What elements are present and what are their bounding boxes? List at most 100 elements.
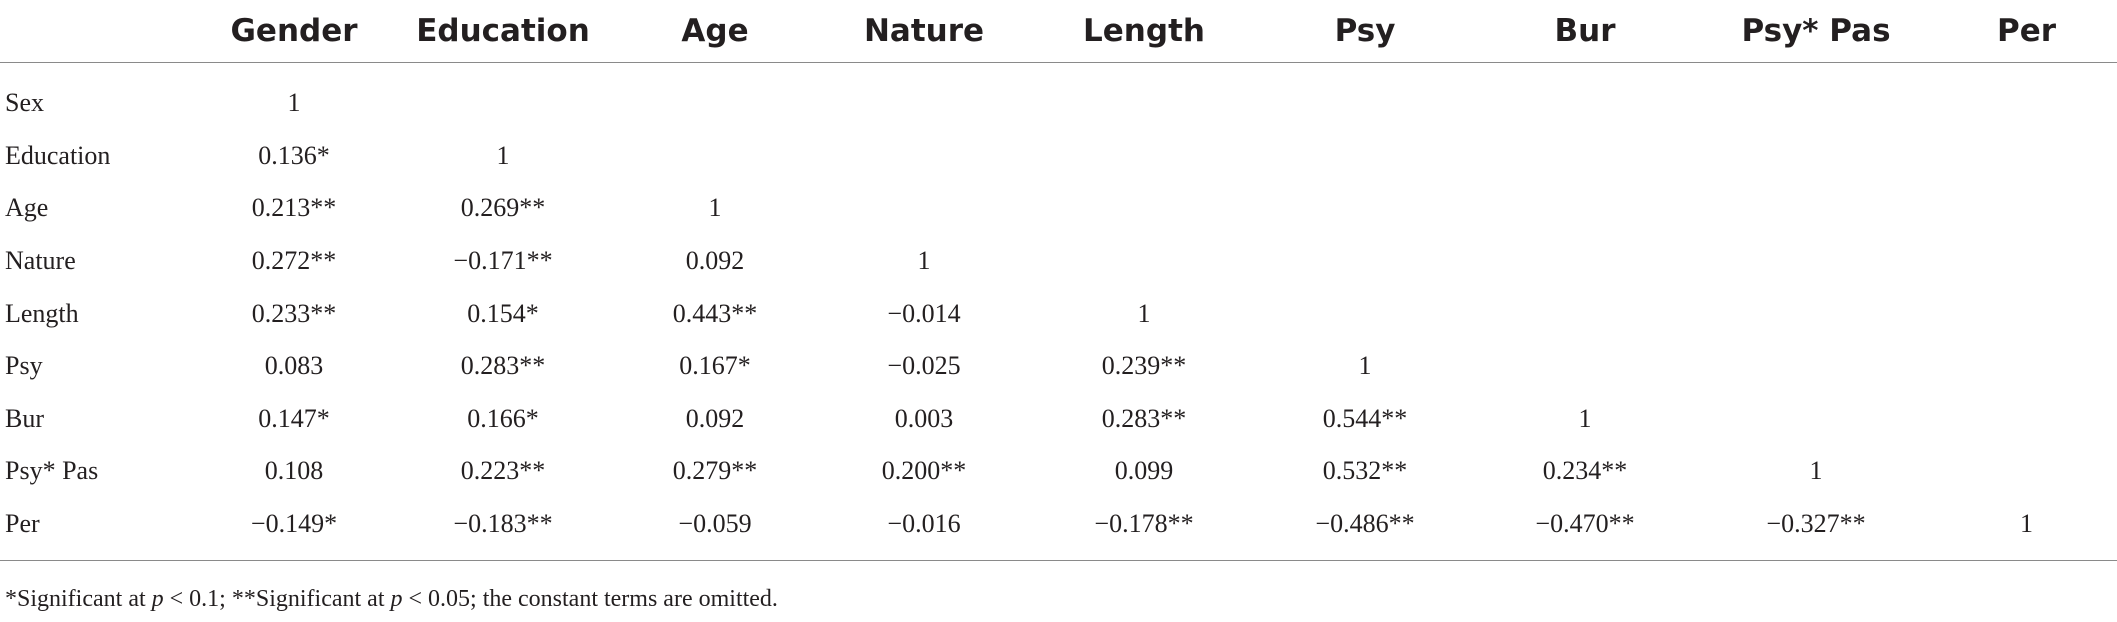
table-cell: 0.233** [251,298,337,328]
table-cell [1256,235,1474,288]
row-label: Age [5,193,49,223]
table-cell [816,63,1032,130]
table-cell [1032,235,1256,288]
table-cell: 1 [496,140,510,170]
row-label: Psy [5,351,43,381]
table-cell [1256,130,1474,183]
table-cell [1474,287,1696,340]
table-cell [1032,63,1256,130]
table-cell: −0.025 [887,351,961,381]
table-cell [614,130,816,183]
row-label: Length [5,298,79,328]
table-body: Sex 1 Education 0.136* 1 Age 0.213** 0.269** 1 Na… [0,63,2117,562]
table-cell: −0.171** [453,246,553,276]
table-row: Sex 1 [0,63,2117,130]
table-cell: 1 [1936,497,2117,562]
table-cell: 0.544** [1322,403,1408,433]
footnote-text-2: < 0.1; **Significant at [163,586,391,612]
table-cell: −0.016 [816,497,1032,562]
table-row: Per −0.149* −0.183** −0.059 −0.016 −0.178** −0… [0,497,2117,562]
table-cell [1936,445,2117,498]
table-cell: 1 [1358,351,1372,381]
table-cell: −0.327** [1696,497,1936,562]
footnote-text-1: *Significant at [5,586,152,612]
table-cell [1474,182,1696,235]
table-cell: 1 [1578,403,1592,433]
table-cell: 0.003 [894,403,954,433]
header-cell-nature: Nature [816,0,1032,63]
table-cell: 0.154* [467,298,539,328]
table-row: Length 0.233** 0.154* 0.443** −0.014 1 [0,287,2117,340]
table-cell: 0.092 [685,246,745,276]
table-cell [1474,235,1696,288]
table-cell [1474,340,1696,393]
table-cell: 0.099 [1114,456,1174,486]
table-cell [1696,340,1936,393]
table-cell [614,63,816,130]
table-cell: 0.147* [258,403,330,433]
table-cell [1936,130,2117,183]
table-row: Education 0.136* 1 [0,130,2117,183]
table-cell [1256,63,1474,130]
table-cell: 0.092 [685,403,745,433]
header-cell-per: Per [1936,0,2117,63]
table-cell [1696,235,1936,288]
table-cell [1032,130,1256,183]
header-cell-bur: Bur [1474,0,1696,63]
table-cell: 0.200** [881,456,967,486]
table-cell [1936,287,2117,340]
header-cell-gender: Gender [196,0,392,63]
table-cell: 1 [917,246,931,276]
table-cell: 0.239** [1101,351,1187,381]
table-cell [1936,393,2117,446]
header-cell-education: Education [392,0,614,63]
table-cell: 0.272** [251,246,337,276]
table-row: Nature 0.272** −0.171** 0.092 1 [0,235,2117,288]
table-cell: 1 [708,193,722,223]
correlation-table: Gender Education Age Nature Length Psy B… [0,0,2117,562]
table-cell [1696,287,1936,340]
table-cell [816,130,1032,183]
table-cell: −0.183** [392,497,614,562]
table-cell [1696,130,1936,183]
table-cell: 0.283** [1101,403,1187,433]
row-label: Nature [5,246,76,276]
table-cell [1936,340,2117,393]
table-cell: −0.014 [887,298,961,328]
table-footnote: *Significant at p < 0.1; **Significant a… [5,586,778,613]
table-row: Psy* Pas 0.108 0.223** 0.279** 0.200** 0.099 0… [0,445,2117,498]
table-cell: −0.059 [614,497,816,562]
table-cell: 0.532** [1322,456,1408,486]
table-cell: −0.149* [196,497,392,562]
header-cell-corner [0,0,196,63]
header-cell-length: Length [1032,0,1256,63]
table-cell: 0.167* [679,351,751,381]
table-cell [1032,182,1256,235]
table-cell: 1 [1137,298,1151,328]
table-cell [1696,63,1936,130]
table-cell [1474,63,1696,130]
table-cell: 0.223** [460,456,546,486]
footnote-p-symbol-2: p [390,586,403,612]
table-cell: 1 [287,88,301,118]
table-row: Bur 0.147* 0.166* 0.092 0.003 0.283** 0.544** 1 [0,393,2117,446]
table-cell: 0.136* [258,140,330,170]
table-cell: −0.486** [1256,497,1474,562]
footnote-p-symbol-1: p [151,586,164,612]
table-cell [1936,63,2117,130]
header-cell-age: Age [614,0,816,63]
table-cell: 0.234** [1542,456,1628,486]
table-cell [392,63,614,130]
table-cell: 1 [1809,456,1823,486]
header-row: Gender Education Age Nature Length Psy B… [0,0,2117,63]
row-label: Sex [5,88,44,118]
row-label: Education [5,140,111,170]
row-label: Per [0,497,196,562]
table-cell: 0.269** [460,193,546,223]
table-cell [816,182,1032,235]
table-cell [1696,393,1936,446]
footnote-text-3: < 0.05; the constant terms are omitted. [402,586,778,612]
table-cell [1256,287,1474,340]
table-cell: 0.083 [264,351,324,381]
table-cell [1696,182,1936,235]
